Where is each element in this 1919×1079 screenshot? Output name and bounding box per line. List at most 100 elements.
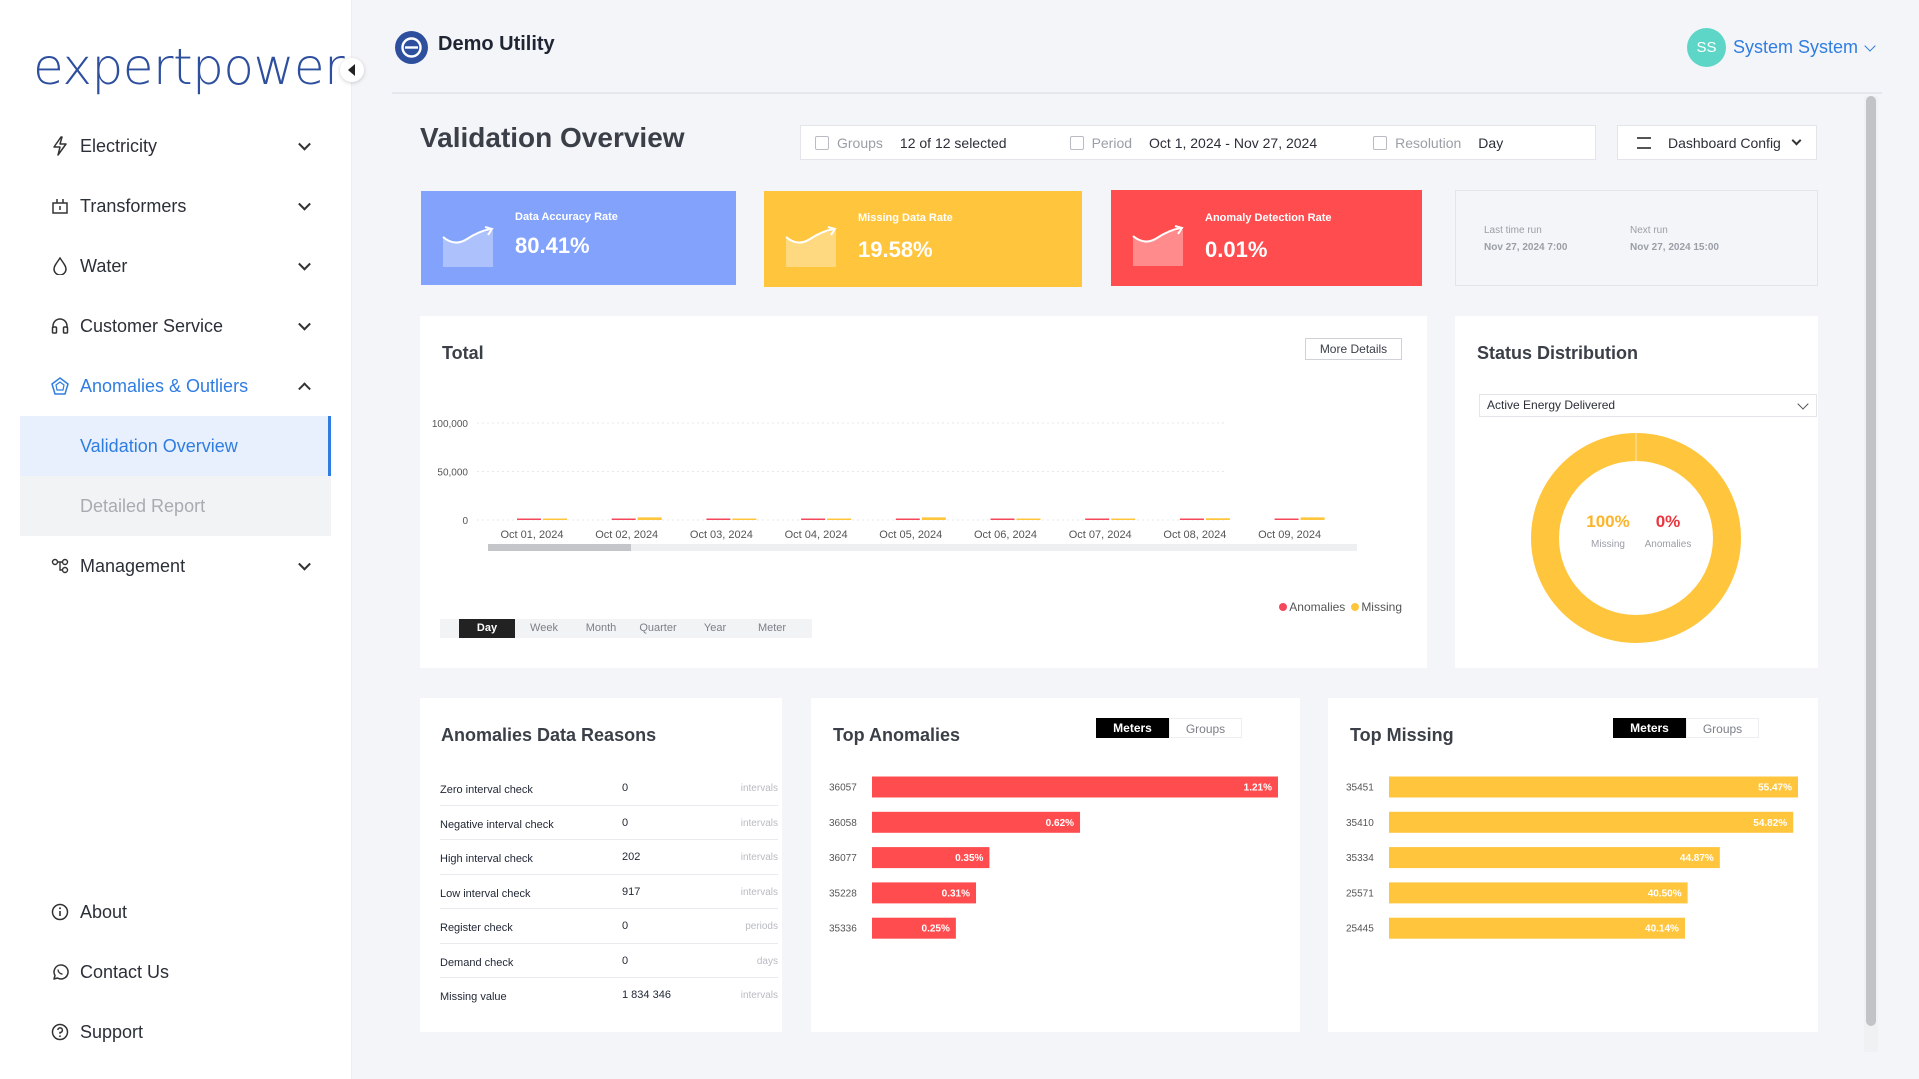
bar-anomalies[interactable] xyxy=(1085,518,1110,521)
bar-value-label: 1.21% xyxy=(1244,783,1272,794)
sidebar-item-contact-us[interactable]: Contact Us xyxy=(20,942,331,1002)
range-tab-meter[interactable]: Meter xyxy=(757,622,787,634)
filter-value: 12 of 12 selected xyxy=(899,134,1007,151)
more-details-button[interactable]: More Details xyxy=(1305,338,1402,360)
kpi-value: 80.41% xyxy=(515,233,590,258)
sidebar-item-label: Water xyxy=(80,255,128,276)
sidebar-item-customer-service[interactable]: Customer Service xyxy=(20,296,331,356)
help-icon xyxy=(49,1021,71,1043)
sidebar-submenu: Validation Overview Detailed Report xyxy=(20,416,331,536)
page-scrollbar[interactable] xyxy=(1864,96,1878,1052)
next-run-value: Nov 27, 2024 15:00 xyxy=(1630,242,1719,253)
bar[interactable] xyxy=(1389,847,1720,869)
anomalies-label: Anomalies xyxy=(1644,539,1692,550)
zoom-handle[interactable] xyxy=(488,544,631,551)
bar-anomalies[interactable] xyxy=(801,518,826,521)
user-name: System System xyxy=(1732,37,1858,57)
bar-anomalies[interactable] xyxy=(1179,518,1204,521)
bar-missing[interactable] xyxy=(827,518,852,521)
category-label: 25571 xyxy=(1346,888,1374,899)
legend-anomalies[interactable]: Anomalies xyxy=(1279,600,1345,614)
bar-missing[interactable] xyxy=(1300,517,1325,520)
bar[interactable] xyxy=(872,882,977,904)
sidebar-item-water[interactable]: Water xyxy=(20,236,331,296)
sidebar-item-about[interactable]: About xyxy=(20,882,331,942)
bar-anomalies[interactable] xyxy=(517,518,541,521)
tab-groups[interactable]: Groups xyxy=(1686,718,1759,738)
reason-value: 0 xyxy=(622,782,629,794)
period-filter[interactable]: Period Oct 1, 2024 - Nov 27, 2024 xyxy=(1069,135,1317,151)
groups-filter[interactable]: Groups 12 of 12 selected xyxy=(815,135,1007,151)
sidebar-item-label: About xyxy=(80,901,128,922)
sidebar-subitem-detailed-report[interactable]: Detailed Report xyxy=(80,495,206,516)
bar[interactable] xyxy=(872,776,1278,798)
bar-missing[interactable] xyxy=(1016,518,1041,521)
filter-label: Resolution xyxy=(1395,134,1462,151)
bar-missing[interactable] xyxy=(732,518,757,521)
sidebar-subitem-validation-overview[interactable]: Validation Overview xyxy=(20,416,331,476)
bar-value-label: 0.31% xyxy=(942,888,970,899)
total-bar-chart: 100,000 50,000 0 Oct 01, 2024 Oct 02, 2024 Oc… xyxy=(432,419,1357,551)
reason-unit: intervals xyxy=(740,817,778,829)
tab-meters[interactable]: Meters xyxy=(1096,718,1169,738)
tab-meters[interactable]: Meters xyxy=(1613,718,1686,738)
bar-missing[interactable] xyxy=(1111,518,1136,521)
user-menu[interactable]: SS System System xyxy=(1686,28,1876,67)
range-tab-quarter[interactable]: Quarter xyxy=(639,622,677,634)
range-tab-week[interactable]: Week xyxy=(530,622,558,634)
bar[interactable] xyxy=(872,811,1081,833)
select-value: Active Energy Delivered xyxy=(1487,398,1616,412)
whatsapp-icon xyxy=(49,961,71,983)
sidebar-item-label: Management xyxy=(80,555,186,576)
bar-anomalies[interactable] xyxy=(706,518,731,521)
category-label: 36057 xyxy=(829,783,857,794)
dashboard-config-button[interactable]: Dashboard Config xyxy=(1617,125,1817,160)
tab-groups[interactable]: Groups xyxy=(1169,718,1242,738)
sidebar-item-management[interactable]: Management xyxy=(20,536,331,596)
radar-icon xyxy=(49,375,71,397)
bar[interactable] xyxy=(1389,776,1798,798)
collapse-sidebar-button[interactable] xyxy=(340,58,364,82)
sidebar-item-support[interactable]: Support xyxy=(20,1002,331,1062)
range-tab-month[interactable]: Month xyxy=(585,622,617,634)
sidebar-item-transformers[interactable]: Transformers xyxy=(20,176,331,236)
run-schedule-card: Last time run Nov 27, 2024 7:00 Next run… xyxy=(1455,190,1818,286)
energy-type-select[interactable]: Active Energy Delivered xyxy=(1479,394,1817,417)
trend-chart-icon xyxy=(785,226,837,267)
donut-slice-missing[interactable] xyxy=(1531,433,1741,643)
bar-anomalies[interactable] xyxy=(611,518,636,521)
bar-value-label: 0.35% xyxy=(955,853,983,864)
resolution-filter[interactable]: Resolution Day xyxy=(1373,135,1503,151)
category-label: 35451 xyxy=(1346,783,1374,794)
range-tab-year[interactable]: Year xyxy=(703,622,727,634)
chevron-down-icon xyxy=(1864,39,1876,52)
bar[interactable] xyxy=(872,917,956,939)
caret-left-icon xyxy=(347,64,355,76)
bar[interactable] xyxy=(1389,882,1688,904)
bar[interactable] xyxy=(1389,917,1685,939)
reason-unit: days xyxy=(756,955,778,967)
top-anomalies-toggle: Meters Groups xyxy=(1096,718,1242,738)
chevron-down-icon xyxy=(298,197,311,211)
bar-missing[interactable] xyxy=(637,517,662,520)
scrollbar-thumb[interactable] xyxy=(1866,96,1876,1026)
range-tabs: Day Week Month Quarter Year Meter xyxy=(440,619,812,638)
sidebar-item-electricity[interactable]: Electricity xyxy=(20,116,331,176)
bar[interactable] xyxy=(872,847,990,869)
zoom-track[interactable] xyxy=(488,544,1357,551)
range-tab-day[interactable]: Day xyxy=(459,619,515,638)
bar-anomalies[interactable] xyxy=(1274,518,1299,521)
category-label: 25445 xyxy=(1346,924,1374,935)
total-panel: Total More Details 100,000 50,000 0 Oct 01,… xyxy=(420,316,1427,668)
bar-missing[interactable] xyxy=(1205,518,1230,520)
bar-missing[interactable] xyxy=(543,518,567,521)
reason-value: 0 xyxy=(622,954,629,967)
bar[interactable] xyxy=(1389,811,1794,833)
bar-anomalies[interactable] xyxy=(895,518,920,521)
filter-value: Day xyxy=(1478,134,1504,151)
app-logo[interactable]: expertpower xyxy=(33,38,345,96)
legend-missing[interactable]: Missing xyxy=(1351,600,1402,614)
bar-anomalies[interactable] xyxy=(990,518,1015,521)
bar-missing[interactable] xyxy=(921,517,946,520)
sidebar-item-anomalies-outliers[interactable]: Anomalies & Outliers xyxy=(20,356,331,416)
